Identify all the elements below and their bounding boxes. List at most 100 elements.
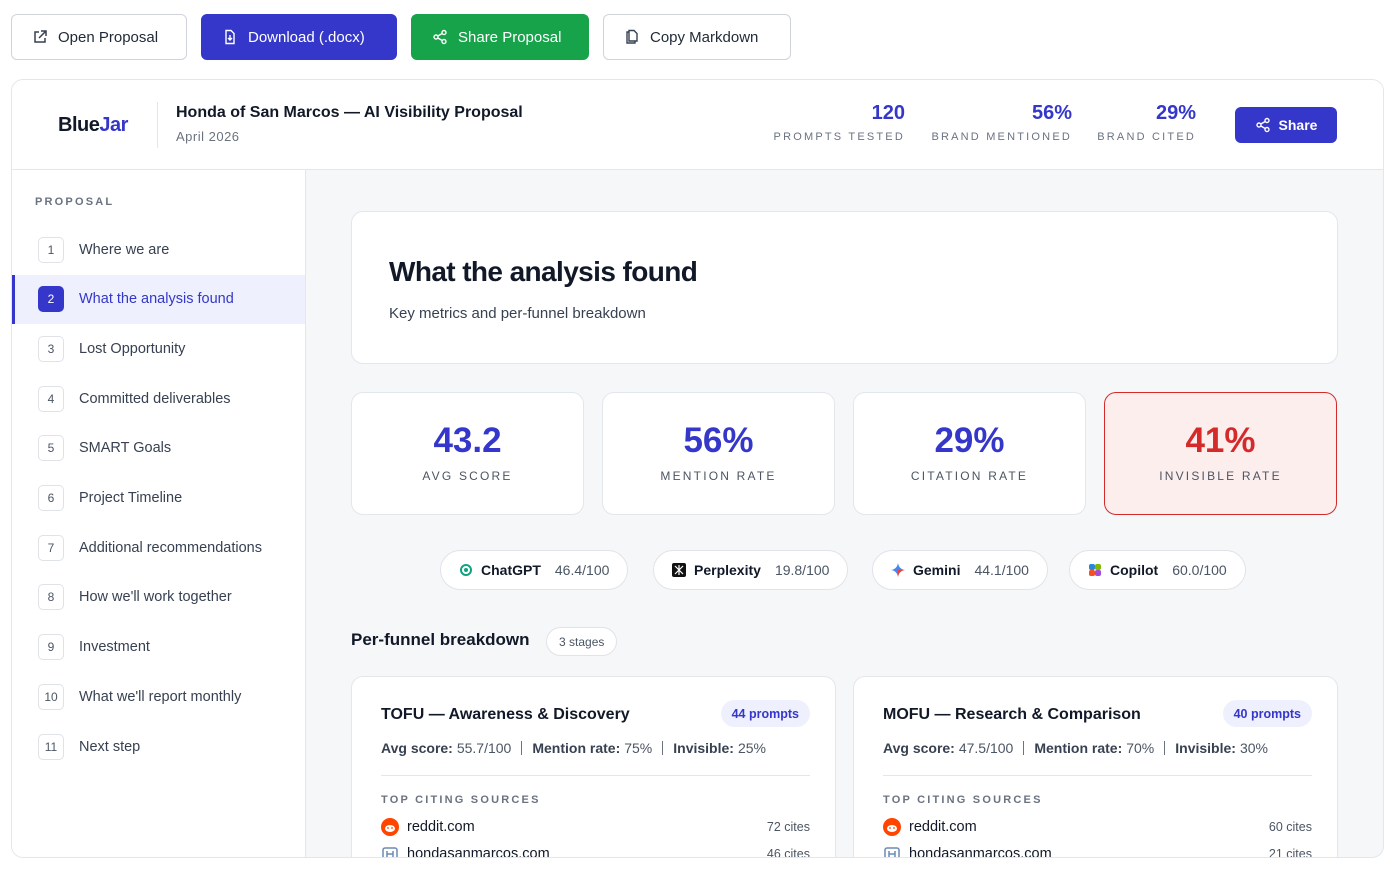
- header-stat: 29% BRAND CITED: [1097, 102, 1196, 143]
- funnel-stats: Avg score: 47.5/100 Mention rate: 70% Invisi…: [883, 740, 1268, 756]
- brand: BlueJar: [58, 114, 128, 137]
- nav-label: Project Timeline: [79, 490, 183, 506]
- source-domain: reddit.com: [909, 819, 977, 835]
- divider: [883, 775, 1312, 776]
- breakdown-title: Per-funnel breakdown: [351, 630, 530, 649]
- nav-item[interactable]: 8 How we'll work together: [12, 573, 305, 622]
- metric-label: MENTION RATE: [660, 469, 777, 483]
- engine-score: 44.1/100: [974, 562, 1029, 578]
- section-card: What the analysis found Key metrics and …: [351, 211, 1338, 364]
- stat-value: 47.5/100: [958, 740, 1014, 756]
- stat-label: Avg score:: [883, 740, 955, 756]
- download-button[interactable]: Download (.docx): [201, 14, 397, 60]
- share-button[interactable]: Share: [1235, 107, 1337, 143]
- metric-card: 43.2 AVG SCORE: [351, 392, 584, 515]
- source-icon-svg: [381, 818, 399, 836]
- stat-value: 55.7/100: [456, 740, 512, 756]
- stat-label: Avg score:: [381, 740, 453, 756]
- engine-icon-svg: [1089, 564, 1101, 576]
- nav-item[interactable]: 2 What the analysis found: [12, 274, 305, 324]
- engine-name: Copilot: [1110, 562, 1159, 578]
- open-proposal-button[interactable]: Open Proposal: [11, 14, 187, 60]
- nav-number: 5: [38, 435, 64, 462]
- nav-label: SMART Goals: [79, 440, 172, 457]
- metric-card: 41% INVISIBLE RATE: [1104, 392, 1337, 515]
- copy-icon: [626, 29, 638, 44]
- source-icon: [381, 845, 399, 857]
- engine-icon: [1088, 563, 1102, 577]
- nav-label: Lost Opportunity: [79, 340, 186, 357]
- divider: [381, 775, 810, 776]
- metric-value: 41%: [1185, 421, 1256, 460]
- engine-score: 19.8/100: [774, 562, 830, 578]
- metric-label: AVG SCORE: [422, 469, 513, 483]
- share-proposal-button[interactable]: Share Proposal: [411, 14, 589, 60]
- nav-number: 9: [38, 634, 64, 661]
- stat-value: 56%: [1031, 102, 1072, 124]
- engine-pill[interactable]: ChatGPT 46.4/100: [440, 550, 629, 590]
- source-icon-svg: [884, 847, 900, 857]
- nav-label: What the analysis found: [79, 291, 234, 308]
- nav-label: Where we are: [79, 241, 170, 258]
- nav-number: 4: [38, 385, 64, 412]
- nav-item[interactable]: 9 Investment: [12, 623, 305, 672]
- button-label: Open Proposal: [58, 28, 159, 46]
- separator: [1164, 741, 1166, 755]
- nav-label: Investment: [79, 639, 150, 656]
- source-cites: 46 cites: [766, 847, 810, 858]
- nav-item[interactable]: 5 SMART Goals: [12, 424, 305, 473]
- stat-value: 29%: [1155, 102, 1196, 124]
- brand-part: Blue: [58, 114, 100, 136]
- metric-label: CITATION RATE: [910, 469, 1029, 483]
- nav-item[interactable]: 1 Where we are: [12, 225, 305, 274]
- nav-number: 8: [38, 584, 64, 611]
- nav-item[interactable]: 3 Lost Opportunity: [12, 324, 305, 373]
- stat-label: BRAND MENTIONED: [931, 131, 1072, 143]
- source-row: reddit.com 72 cites: [381, 817, 810, 837]
- sources-heading: TOP CITING SOURCES: [381, 794, 541, 806]
- nav-number: 6: [38, 485, 64, 511]
- stages-badge: 3 stages: [546, 627, 618, 656]
- nav-item[interactable]: 7 Additional recommendations: [12, 523, 305, 572]
- source-row: hondasanmarcos.com 21 cites: [883, 844, 1312, 858]
- copy-markdown-button[interactable]: Copy Markdown: [603, 14, 791, 60]
- stat-label: BRAND CITED: [1097, 131, 1196, 143]
- source-icon: [381, 818, 399, 836]
- sidebar: PROPOSAL 1 Where we are 2 What the analysis…: [12, 170, 306, 857]
- nav-number: 11: [38, 733, 64, 760]
- prompts-badge: 40 prompts: [1222, 700, 1312, 727]
- funnel-stats: Avg score: 55.7/100 Mention rate: 75% Invisi…: [381, 740, 766, 756]
- section-title: What the analysis found: [389, 256, 698, 287]
- share-icon: [433, 29, 447, 45]
- source-cites: 21 cites: [1268, 847, 1312, 858]
- metric-card: 56% MENTION RATE: [602, 392, 835, 515]
- button-label: Share: [1278, 117, 1318, 133]
- stat-value: 30%: [1239, 740, 1268, 756]
- metric-value: 56%: [683, 421, 754, 460]
- source-domain: reddit.com: [407, 819, 475, 835]
- nav-item[interactable]: 11 Next step: [12, 722, 305, 771]
- source-domain: hondasanmarcos.com: [407, 846, 550, 858]
- button-label: Download (.docx): [248, 28, 365, 46]
- engine-pill[interactable]: Perplexity 19.8/100: [653, 550, 849, 590]
- engine-icon: [672, 563, 686, 577]
- brand-part: Jar: [99, 114, 128, 136]
- metric-value: 29%: [934, 421, 1005, 460]
- engine-pill[interactable]: Gemini 44.1/100: [872, 550, 1048, 590]
- engine-score: 46.4/100: [554, 562, 610, 578]
- funnel-card: TOFU — Awareness & Discovery 44 prompts Av…: [351, 676, 836, 858]
- nav-item[interactable]: 4 Committed deliverables: [12, 374, 305, 423]
- file-icon: [225, 29, 235, 45]
- engine-icon: [459, 563, 473, 577]
- engine-icon-svg: [891, 563, 905, 577]
- sidebar-heading: PROPOSAL: [35, 196, 115, 208]
- metric-label: INVISIBLE RATE: [1159, 469, 1282, 483]
- engine-pill[interactable]: Copilot 60.0/100: [1069, 550, 1246, 590]
- engine-icon-svg: [460, 564, 472, 576]
- nav-item[interactable]: 10 What we'll report monthly: [12, 672, 305, 721]
- stat-label: Mention rate:: [532, 740, 621, 756]
- source-row: hondasanmarcos.com 46 cites: [381, 844, 810, 858]
- separator: [662, 741, 664, 755]
- nav-item[interactable]: 6 Project Timeline: [12, 474, 305, 523]
